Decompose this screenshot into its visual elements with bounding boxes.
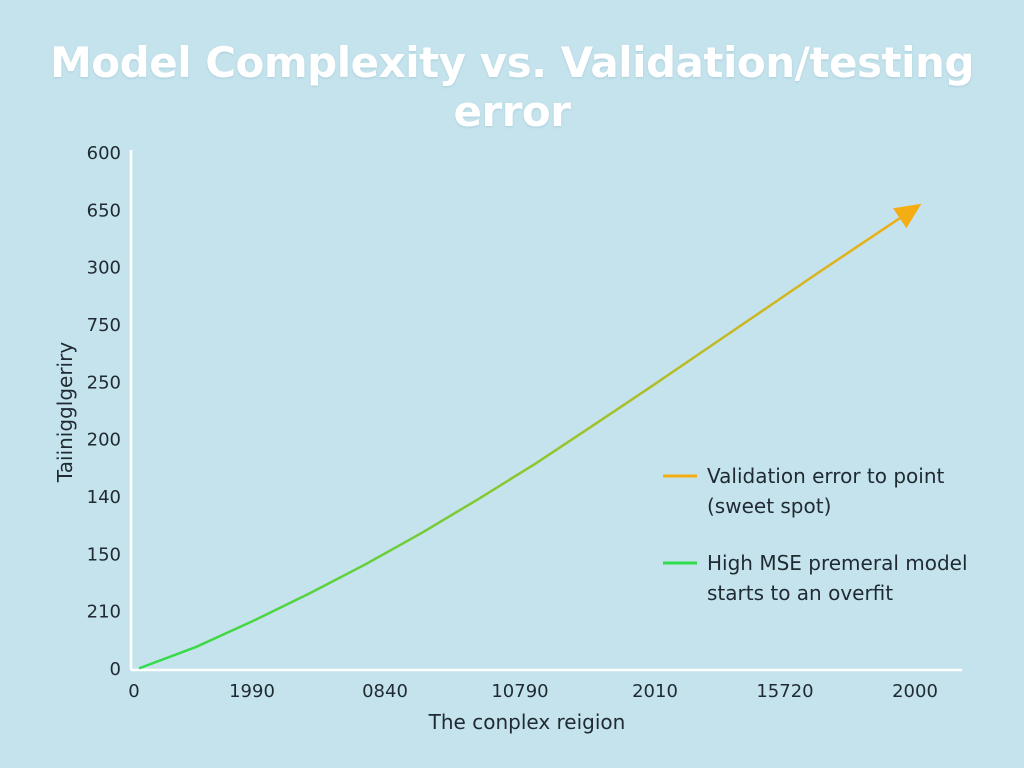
x-axis-title: The conplex reigion <box>428 710 626 734</box>
series-group <box>138 203 922 670</box>
y-tick-label: 140 <box>87 487 121 508</box>
chart-title: Model Complexity vs. Validation/testing … <box>50 38 974 136</box>
y-tick-label: 210 <box>87 602 121 623</box>
legend-label: starts to an overfit <box>707 581 893 605</box>
x-tick-label: 15720 <box>756 681 813 702</box>
legend-label: Validation error to point <box>707 464 944 488</box>
legend-label: High MSE premeral model <box>707 551 968 575</box>
y-tick-label: 300 <box>87 258 121 279</box>
y-tick-labels: 600 650 300 750 250 200 140 150 210 0 <box>87 143 121 680</box>
y-axis-title: Taiinigglgeriry <box>53 342 77 483</box>
x-tick-label: 0 <box>128 681 139 702</box>
y-tick-label: 0 <box>110 659 121 680</box>
x-tick-labels: 0 1990 0840 10790 2010 15720 2000 <box>128 681 938 702</box>
legend-label: (sweet spot) <box>707 494 831 518</box>
legend: Validation error to point (sweet spot) Hig… <box>663 464 968 605</box>
y-tick-label: 650 <box>87 200 121 221</box>
x-tick-label: 2010 <box>632 681 678 702</box>
y-tick-label: 250 <box>87 372 121 393</box>
x-tick-label: 2000 <box>892 681 938 702</box>
axes <box>129 150 962 672</box>
y-tick-label: 600 <box>87 143 121 164</box>
series-arrow-head <box>893 203 922 229</box>
series-line-validation-error <box>138 208 915 670</box>
x-tick-label: 1990 <box>229 681 275 702</box>
y-tick-label: 150 <box>87 544 121 565</box>
y-tick-label: 200 <box>87 430 121 451</box>
y-tick-label: 750 <box>87 315 121 336</box>
x-tick-label: 0840 <box>362 681 408 702</box>
x-tick-label: 10790 <box>491 681 548 702</box>
